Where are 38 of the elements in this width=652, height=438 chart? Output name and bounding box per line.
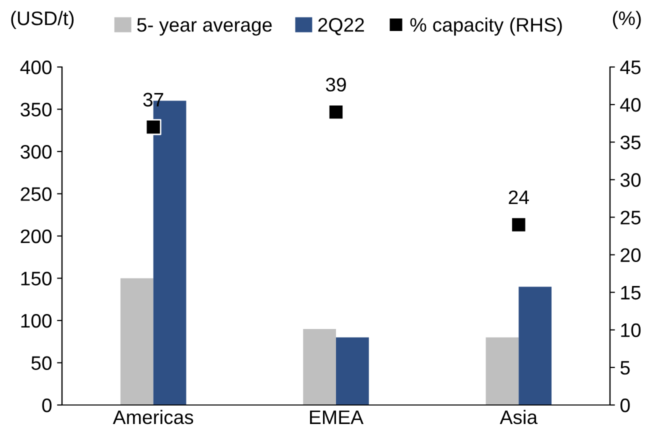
y-tick-label: 150	[21, 272, 52, 286]
bar	[518, 286, 552, 405]
y-tick-label: 0	[42, 398, 52, 412]
y2-tick-label: 30	[620, 173, 641, 187]
y-tick-label: 400	[20, 60, 52, 74]
y2-tick-label: 10	[621, 323, 641, 338]
y2-tick-label: 25	[620, 210, 641, 224]
y2-axis-title: (%)	[612, 10, 641, 30]
y-tick-label: 350	[20, 102, 52, 116]
point	[145, 119, 162, 136]
bar	[486, 337, 519, 405]
y2-tick-label: 0	[620, 398, 630, 412]
y2-tick-label: 35	[620, 136, 641, 150]
y2-tick-label: 20	[620, 248, 641, 262]
y2-tick-label: 40	[620, 98, 641, 112]
data-label: 39	[326, 78, 346, 92]
legend-label: 5- year average	[137, 18, 272, 36]
data-label: 24	[508, 190, 529, 204]
point	[328, 104, 344, 120]
y-axis-title: (USD/t)	[11, 10, 74, 30]
y2-tick-label: 15	[621, 286, 641, 300]
y2-tick-label: 45	[620, 60, 641, 74]
legend-label: 2Q22	[318, 18, 364, 36]
y-tick-label: 250	[20, 187, 52, 201]
point	[510, 216, 527, 233]
bar	[303, 328, 336, 405]
x-tick-label: EMEA	[310, 410, 364, 424]
y-tick-label: 300	[20, 144, 52, 159]
x-tick-label: Americas	[112, 410, 194, 424]
bar	[120, 278, 154, 405]
bar	[336, 337, 369, 405]
y2-tick-label: 5	[620, 361, 630, 375]
data-label: 37	[143, 92, 164, 107]
y-tick-label: 50	[31, 356, 52, 370]
y-tick-label: 200	[20, 229, 52, 244]
x-tick-label: Asia	[500, 410, 538, 424]
legend-label: % capacity (RHS)	[410, 18, 562, 36]
y-tick-label: 100	[21, 314, 52, 328]
